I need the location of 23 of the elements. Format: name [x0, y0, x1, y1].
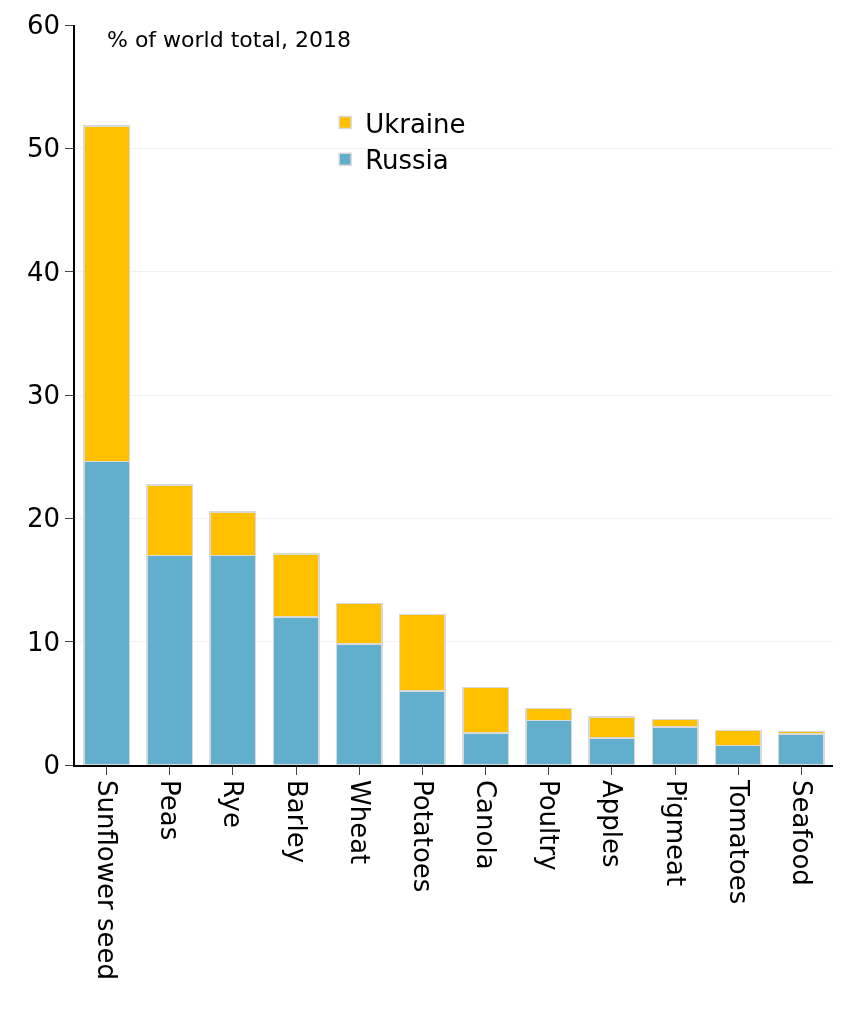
y-axis-title: % of world total, 2018	[107, 27, 351, 52]
bar	[777, 733, 825, 765]
x-tick-label: Pigmeat	[660, 779, 691, 887]
y-tick-label: 0	[43, 750, 61, 781]
y-tick-label: 20	[26, 503, 61, 534]
x-tick-label: Tomatoes	[723, 778, 754, 905]
x-tick-label: Potatoes	[407, 779, 438, 893]
y-tick-label: 40	[26, 256, 61, 287]
x-tick-label: Wheat	[344, 779, 375, 865]
y-tick-label: 50	[26, 133, 61, 164]
legend-label: Russia	[365, 145, 449, 176]
x-tick-label: Apples	[597, 779, 628, 868]
y-tick-label: 10	[26, 626, 61, 657]
x-tick-label: Rye	[218, 779, 249, 828]
x-tick-label: Peas	[155, 779, 186, 841]
x-tick-label: Barley	[281, 779, 312, 864]
y-tick-label: 60	[26, 10, 61, 41]
x-tick-label: Sunflower seed	[92, 779, 123, 980]
x-tick-label: Poultry	[534, 779, 565, 871]
legend-label: Ukraine	[365, 108, 466, 139]
x-tick-label: Seafood	[786, 779, 817, 886]
x-tick-label: Canola	[471, 779, 502, 870]
y-tick-label: 30	[26, 380, 61, 411]
